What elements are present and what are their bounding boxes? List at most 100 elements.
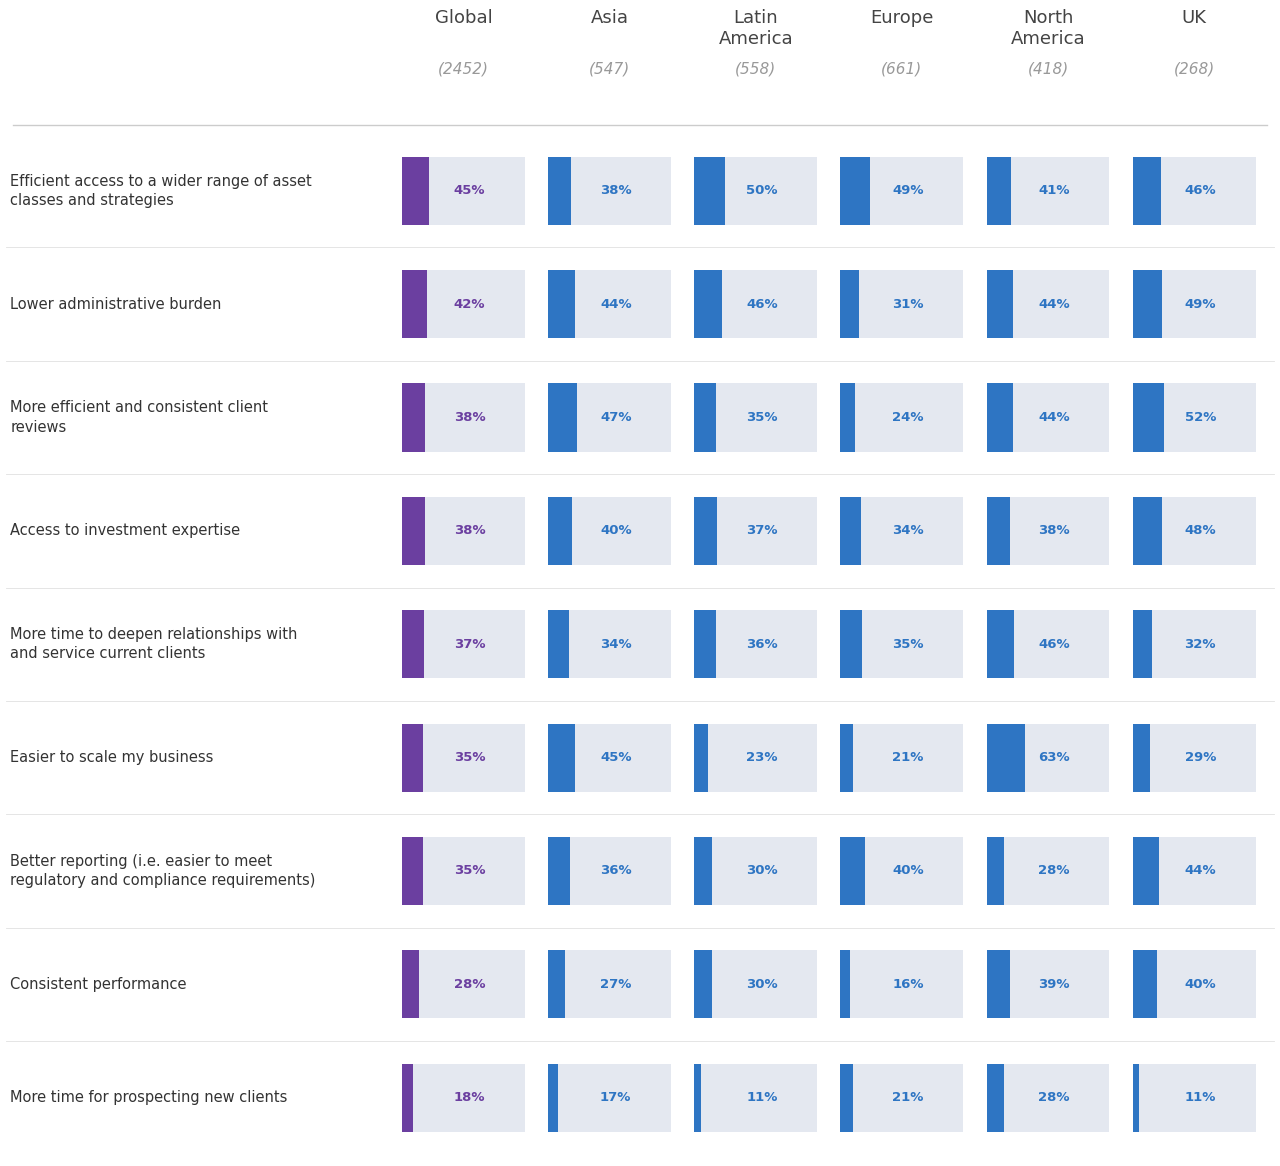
Text: Better reporting (i.e. easier to meet
regulatory and compliance requirements): Better reporting (i.e. easier to meet re… [10,854,316,888]
Bar [694,950,817,1018]
Text: Efficient access to a wider range of asset
classes and strategies: Efficient access to a wider range of ass… [10,174,312,208]
Bar [841,497,861,564]
Bar [1133,1063,1139,1132]
Text: 27%: 27% [600,978,631,991]
Text: 11%: 11% [746,1091,777,1104]
Bar [987,271,1110,338]
Text: (418): (418) [1028,62,1069,77]
Bar [841,837,865,905]
Bar [841,724,964,792]
Bar [402,1063,413,1132]
Bar [402,156,429,225]
Text: Global: Global [435,9,493,27]
Text: Consistent performance: Consistent performance [10,977,187,992]
Text: 42%: 42% [454,297,485,310]
Bar [402,384,525,451]
Bar [1133,156,1256,225]
Bar [987,837,1110,905]
Bar [694,271,722,338]
Text: 44%: 44% [1038,410,1070,424]
Bar [987,497,1010,564]
Bar [1133,271,1256,338]
Bar [548,384,576,451]
Text: UK: UK [1181,9,1207,27]
Bar [841,271,964,338]
Bar [694,1063,817,1132]
Text: 17%: 17% [600,1091,631,1104]
Bar [841,1063,854,1132]
Text: 35%: 35% [892,638,924,651]
Bar [1133,610,1152,679]
Bar [1133,724,1256,792]
Text: 48%: 48% [1184,525,1216,538]
Bar [402,837,424,905]
Bar [402,724,424,792]
Bar [548,384,671,451]
Text: Easier to scale my business: Easier to scale my business [10,750,214,765]
Text: 44%: 44% [600,297,631,310]
Text: 24%: 24% [892,410,924,424]
Text: 52%: 52% [1184,410,1216,424]
Bar [548,610,568,679]
Text: 37%: 37% [454,638,485,651]
Text: 32%: 32% [1184,638,1216,651]
Bar [841,950,850,1018]
Bar [694,610,716,679]
Text: 40%: 40% [892,864,924,878]
Text: 46%: 46% [1184,184,1216,197]
Text: 44%: 44% [1038,297,1070,310]
Bar [987,271,1014,338]
Text: 29%: 29% [1184,751,1216,764]
Text: 38%: 38% [1038,525,1070,538]
Bar [548,497,671,564]
Text: 45%: 45% [600,751,631,764]
Bar [841,724,854,792]
Text: Lower administrative burden: Lower administrative burden [10,296,221,311]
Text: 11%: 11% [1184,1091,1216,1104]
Bar [548,950,671,1018]
Bar [402,271,428,338]
Text: 23%: 23% [746,751,778,764]
Bar [987,156,1110,225]
Bar [841,156,964,225]
Text: 35%: 35% [746,410,778,424]
Text: 40%: 40% [600,525,631,538]
Text: 40%: 40% [1184,978,1216,991]
Bar [548,497,572,564]
Text: More efficient and consistent client
reviews: More efficient and consistent client rev… [10,400,269,435]
Bar [987,950,1010,1018]
Text: 39%: 39% [1038,978,1070,991]
Text: 34%: 34% [600,638,631,651]
Text: 38%: 38% [454,410,485,424]
Bar [694,837,713,905]
Text: (2452): (2452) [438,62,489,77]
Bar [841,271,859,338]
Text: (268): (268) [1174,62,1215,77]
Bar [841,610,964,679]
Text: 47%: 47% [600,410,631,424]
Text: (558): (558) [735,62,777,77]
Bar [548,610,671,679]
Bar [694,497,817,564]
Bar [548,271,575,338]
Text: Latin
America: Latin America [718,9,794,48]
Bar [402,271,525,338]
Bar [987,384,1110,451]
Bar [694,950,713,1018]
Bar [694,724,708,792]
Bar [694,156,817,225]
Bar [1133,384,1256,451]
Bar [1133,497,1162,564]
Bar [987,950,1110,1018]
Bar [694,384,716,451]
Text: 36%: 36% [600,864,631,878]
Bar [987,724,1110,792]
Text: 28%: 28% [454,978,485,991]
Bar [548,837,671,905]
Bar [1133,837,1256,905]
Bar [841,156,870,225]
Text: (547): (547) [589,62,630,77]
Text: 28%: 28% [1038,1091,1070,1104]
Bar [548,724,671,792]
Bar [1133,497,1256,564]
